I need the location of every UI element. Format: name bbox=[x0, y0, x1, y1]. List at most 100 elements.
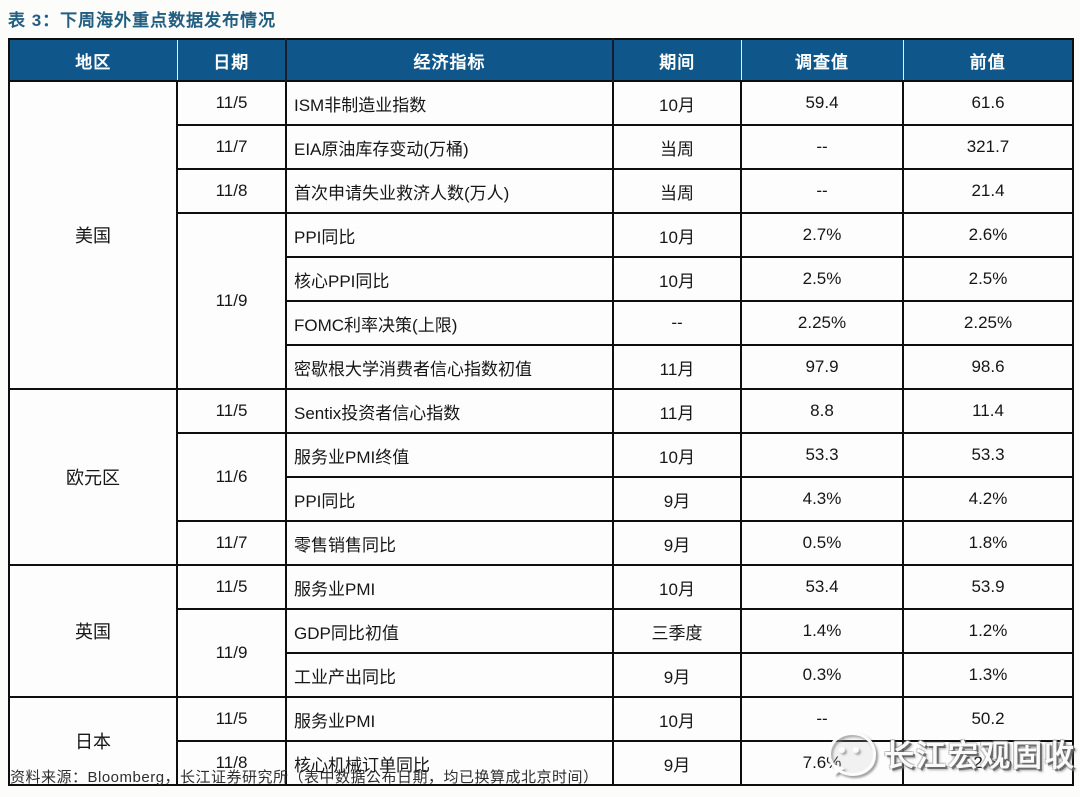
table-row: 11/9 GDP同比初值 三季度 1.4% 1.2% bbox=[9, 608, 1074, 698]
table-row: 核心PPI同比 10月 2.5% 2.5% bbox=[9, 256, 1074, 302]
prior-cell: 61.6 bbox=[902, 80, 1074, 126]
prior-cell: 4.2% bbox=[902, 476, 1074, 522]
survey-cell: 2.7% bbox=[740, 212, 904, 258]
prior-cell: 2.6% bbox=[902, 212, 1074, 258]
table-row: 欧元区 11/5 Sentix投资者信心指数 11月 8.8 11.4 bbox=[8, 388, 1074, 566]
survey-cell: 0.3% bbox=[740, 652, 904, 698]
period-cell: 11月 bbox=[612, 344, 742, 390]
period-cell: -- bbox=[612, 300, 742, 346]
table-header-row: 地区 日期 经济指标 期间 调查值 前值 bbox=[9, 39, 1073, 81]
date-cell: 11/7 bbox=[176, 124, 287, 170]
table-row: 11/8 核心机械订单同比 9月 7.6% 12.6% bbox=[9, 740, 1074, 786]
table-row: 美国 11/5 ISM非制造业指数 10月 59.4 61.6 bbox=[8, 80, 1074, 390]
prior-cell: 11.4 bbox=[902, 388, 1074, 434]
indicator-cell: Sentix投资者信心指数 bbox=[285, 388, 614, 434]
indicator-cell: 工业产出同比 bbox=[285, 652, 614, 698]
table-row: 11/6 服务业PMI终值 10月 53.3 53.3 bbox=[9, 432, 1074, 522]
period-cell: 9月 bbox=[612, 652, 742, 698]
region-cell: 日本 bbox=[8, 696, 178, 786]
indicator-cell: 服务业PMI bbox=[285, 696, 614, 742]
survey-cell: -- bbox=[740, 124, 904, 170]
prior-cell: 53.3 bbox=[902, 432, 1074, 478]
survey-cell: 59.4 bbox=[740, 80, 904, 126]
prior-cell: 21.4 bbox=[902, 168, 1074, 214]
column-header-4: 期间 bbox=[612, 39, 741, 81]
survey-cell: 2.5% bbox=[740, 256, 904, 302]
source-note: 资料来源：Bloomberg，长江证券研究所（表中数据公布日期，均已换算成北京时… bbox=[10, 769, 599, 786]
prior-cell: 2.5% bbox=[902, 256, 1074, 302]
column-header-2: 日期 bbox=[176, 39, 286, 81]
table-row: 11/8 首次申请失业救济人数(万人) 当周 -- 21.4 bbox=[9, 168, 1074, 214]
prior-cell: 53.9 bbox=[902, 564, 1074, 610]
indicator-cell: EIA原油库存变动(万桶) bbox=[285, 124, 614, 170]
table-row: 日本 11/5 服务业PMI 10月 -- 50.2 bbox=[8, 696, 1074, 786]
table-row: 11/9 PPI同比 10月 2.7% 2.6% bbox=[9, 212, 1074, 390]
survey-cell: 1.4% bbox=[740, 608, 904, 654]
page-title: 表 3：下周海外重点数据发布情况 bbox=[8, 11, 277, 30]
period-cell: 10月 bbox=[612, 256, 742, 302]
survey-cell: 7.6% bbox=[740, 740, 904, 786]
prior-cell: 2.25% bbox=[902, 300, 1074, 346]
region-cell: 英国 bbox=[8, 564, 178, 698]
column-header-6: 前值 bbox=[902, 39, 1073, 81]
indicator-cell: 服务业PMI bbox=[285, 564, 614, 610]
indicator-cell: 核心PPI同比 bbox=[285, 256, 614, 302]
indicator-cell: PPI同比 bbox=[285, 476, 614, 522]
period-cell: 9月 bbox=[612, 740, 742, 786]
indicator-cell: ISM非制造业指数 bbox=[285, 80, 614, 126]
region-cell: 美国 bbox=[8, 80, 178, 390]
survey-cell: 53.3 bbox=[740, 432, 904, 478]
table-row: PPI同比 9月 4.3% 4.2% bbox=[9, 476, 1074, 522]
prior-cell: 1.3% bbox=[902, 652, 1074, 698]
period-cell: 当周 bbox=[612, 168, 742, 214]
table-row: 英国 11/5 服务业PMI 10月 53.4 53.9 bbox=[8, 564, 1074, 698]
table-row: FOMC利率决策(上限) -- 2.25% 2.25% bbox=[9, 300, 1074, 346]
survey-cell: -- bbox=[740, 696, 904, 742]
indicator-cell: 首次申请失业救济人数(万人) bbox=[285, 168, 614, 214]
date-cell: 11/7 bbox=[176, 520, 287, 566]
period-cell: 10月 bbox=[612, 80, 742, 126]
indicator-cell: FOMC利率决策(上限) bbox=[285, 300, 614, 346]
table-row: 11/7 零售销售同比 9月 0.5% 1.8% bbox=[9, 520, 1074, 566]
date-cell: 11/6 bbox=[176, 432, 287, 522]
prior-cell: 12.6% bbox=[902, 740, 1074, 786]
indicator-cell: GDP同比初值 bbox=[285, 608, 614, 654]
survey-cell: 53.4 bbox=[740, 564, 904, 610]
date-cell: 11/5 bbox=[176, 80, 287, 126]
period-cell: 9月 bbox=[612, 520, 742, 566]
date-cell: 11/5 bbox=[176, 696, 287, 742]
period-cell: 9月 bbox=[612, 476, 742, 522]
table-row: 11/7 EIA原油库存变动(万桶) 当周 -- 321.7 bbox=[9, 124, 1074, 170]
indicator-cell: 核心机械订单同比 bbox=[285, 740, 614, 786]
survey-cell: 4.3% bbox=[740, 476, 904, 522]
prior-cell: 1.2% bbox=[902, 608, 1074, 654]
prior-cell: 98.6 bbox=[902, 344, 1074, 390]
survey-cell: -- bbox=[740, 168, 904, 214]
period-cell: 10月 bbox=[612, 696, 742, 742]
survey-cell: 2.25% bbox=[740, 300, 904, 346]
period-cell: 10月 bbox=[612, 212, 742, 258]
region-cell: 欧元区 bbox=[8, 388, 178, 566]
date-cell: 11/5 bbox=[176, 564, 287, 610]
period-cell: 三季度 bbox=[612, 608, 742, 654]
date-cell: 11/9 bbox=[176, 608, 287, 698]
table-row: 密歇根大学消费者信心指数初值 11月 97.9 98.6 bbox=[9, 344, 1074, 390]
date-cell: 11/8 bbox=[176, 740, 287, 786]
column-header-3: 经济指标 bbox=[285, 39, 613, 81]
prior-cell: 321.7 bbox=[902, 124, 1074, 170]
column-header-5: 调查值 bbox=[740, 39, 903, 81]
period-cell: 当周 bbox=[612, 124, 742, 170]
period-cell: 11月 bbox=[612, 388, 742, 434]
prior-cell: 1.8% bbox=[902, 520, 1074, 566]
indicator-cell: 零售销售同比 bbox=[285, 520, 614, 566]
column-header-1: 地区 bbox=[9, 39, 177, 81]
table-row: 工业产出同比 9月 0.3% 1.3% bbox=[9, 652, 1074, 698]
indicator-cell: 服务业PMI终值 bbox=[285, 432, 614, 478]
survey-cell: 97.9 bbox=[740, 344, 904, 390]
date-cell: 11/5 bbox=[176, 388, 287, 434]
indicator-cell: PPI同比 bbox=[285, 212, 614, 258]
overseas-data-release-table: 地区 日期 经济指标 期间 调查值 前值 美国 11/5 ISM非制造业指数 10月 59.4 61… bbox=[8, 38, 1074, 786]
indicator-cell: 密歇根大学消费者信心指数初值 bbox=[285, 344, 614, 390]
period-cell: 10月 bbox=[612, 564, 742, 610]
